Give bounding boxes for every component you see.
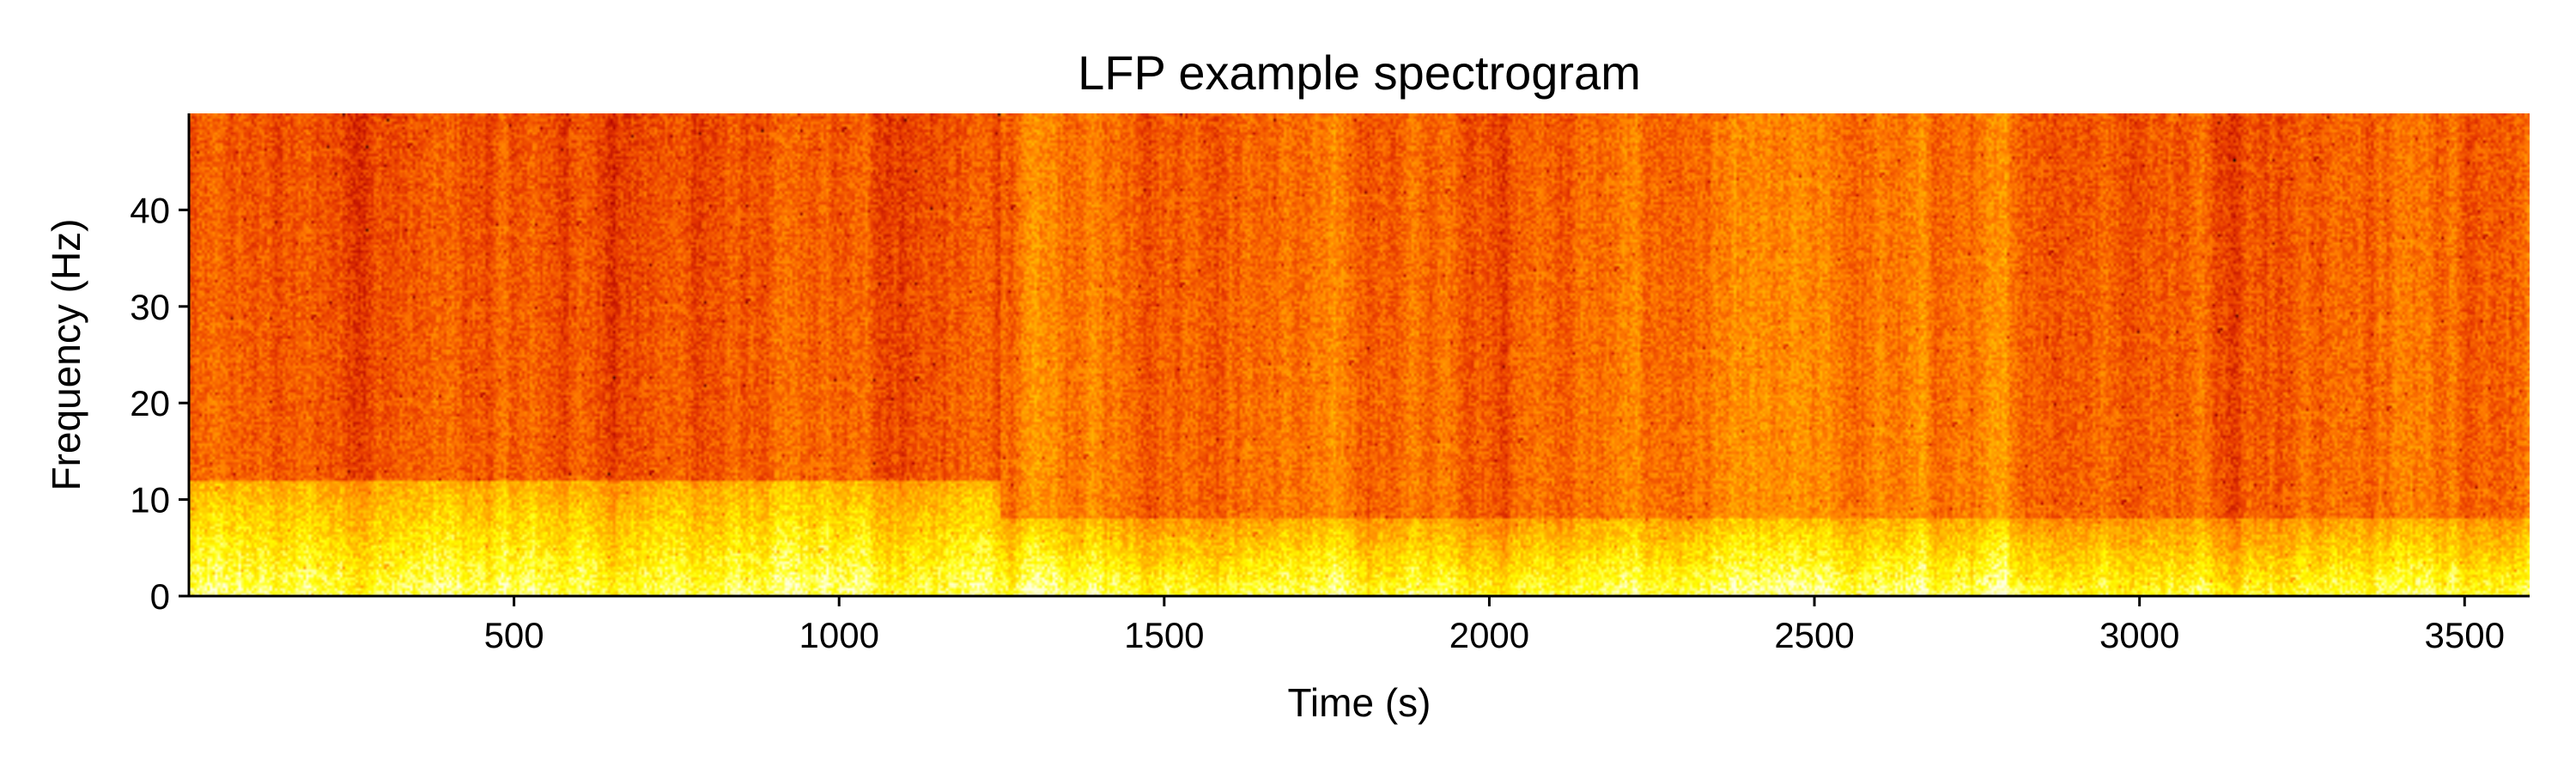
- y-axis-ticks: 0 10 20 30 40: [130, 190, 189, 617]
- x-tick-label: 3000: [2099, 615, 2179, 655]
- y-tick-label: 40: [130, 190, 170, 230]
- y-tick-label: 30: [130, 287, 170, 327]
- x-tick-label: 1000: [799, 615, 879, 655]
- spectrogram-heatmap: [189, 113, 2530, 596]
- y-tick-label: 0: [150, 576, 170, 617]
- x-axis-label: Time (s): [1288, 680, 1431, 725]
- chart-title: LFP example spectrogram: [1078, 46, 1641, 100]
- x-tick-label: 1500: [1124, 615, 1204, 655]
- heatmap-area: [189, 113, 2530, 596]
- x-tick-label: 2000: [1449, 615, 1529, 655]
- y-tick-label: 20: [130, 383, 170, 423]
- y-axis-label: Frequency (Hz): [44, 219, 88, 491]
- y-tick-label: 10: [130, 480, 170, 520]
- x-axis-ticks: 500 1000 1500 2000 2500 3000 3500: [484, 596, 2505, 655]
- x-tick-label: 3500: [2425, 615, 2505, 655]
- x-tick-label: 500: [484, 615, 544, 655]
- x-tick-label: 2500: [1774, 615, 1854, 655]
